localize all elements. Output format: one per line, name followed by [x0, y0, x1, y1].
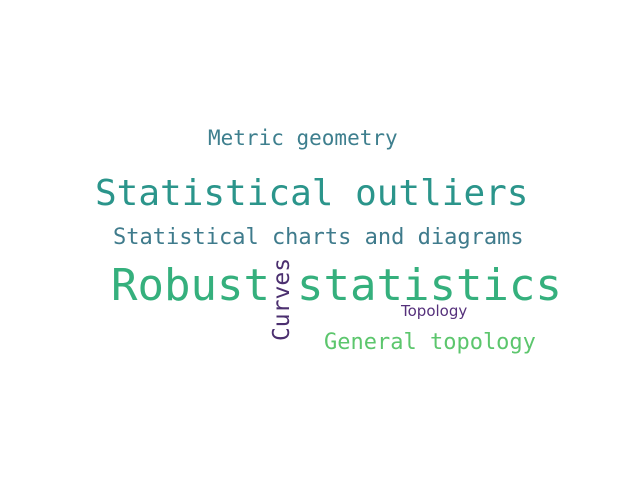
word-statistical-charts-and-diagrams: Statistical charts and diagrams [113, 225, 524, 250]
word-robust: Robust [111, 260, 270, 311]
word-topology: Topology [401, 302, 468, 320]
word-curves: Curves [269, 257, 296, 342]
word-metric-geometry: Metric geometry [208, 126, 398, 150]
word-statistical-outliers: Statistical outliers [95, 173, 529, 214]
word-general-topology: General topology [324, 330, 536, 355]
word-statistics: statistics [297, 260, 562, 311]
